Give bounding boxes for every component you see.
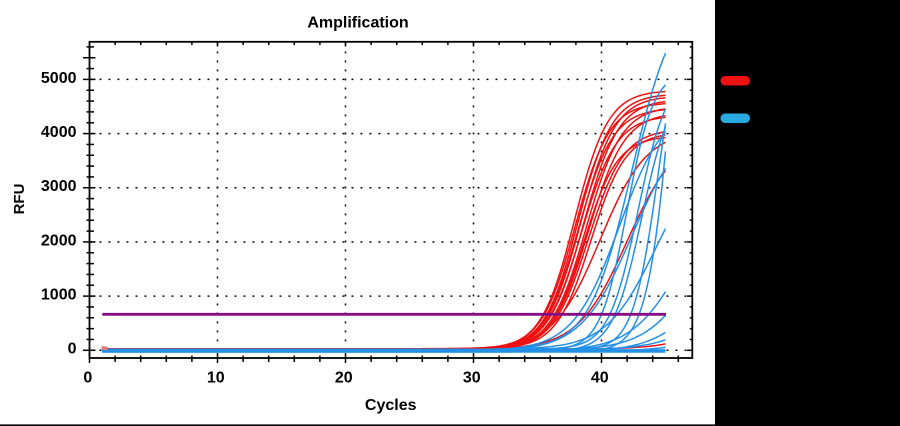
svg-text:0: 0 bbox=[68, 341, 77, 358]
svg-text:30: 30 bbox=[463, 369, 481, 386]
svg-text:20: 20 bbox=[335, 369, 353, 386]
svg-text:0: 0 bbox=[83, 369, 92, 386]
svg-text:Amplification: Amplification bbox=[307, 15, 408, 32]
svg-text:4000: 4000 bbox=[41, 124, 77, 141]
svg-text:40: 40 bbox=[591, 369, 609, 386]
svg-text:2000: 2000 bbox=[41, 232, 77, 249]
svg-text:10: 10 bbox=[207, 369, 225, 386]
svg-text:3000: 3000 bbox=[41, 178, 77, 195]
svg-text:1000: 1000 bbox=[41, 287, 77, 304]
svg-text:RFU: RFU bbox=[11, 184, 28, 215]
svg-text:Cycles: Cycles bbox=[365, 397, 417, 414]
svg-text:5000: 5000 bbox=[41, 70, 77, 87]
